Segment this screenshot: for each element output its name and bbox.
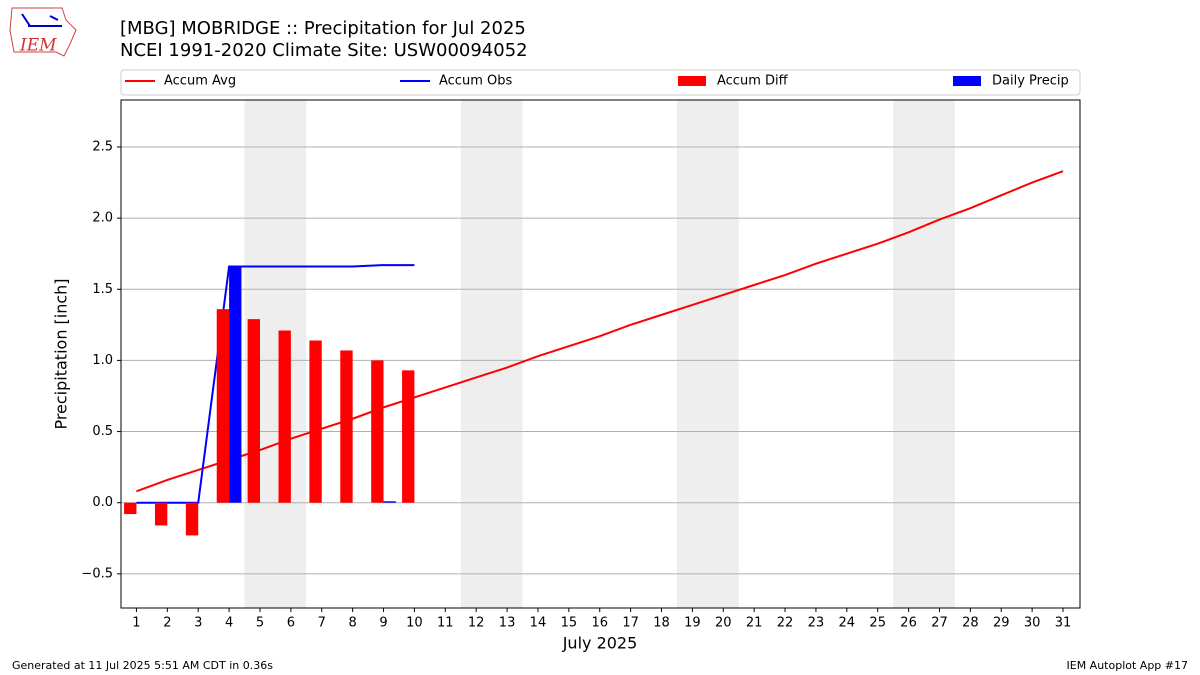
legend-swatch: [678, 76, 706, 86]
y-axis-label: Precipitation [inch]: [52, 278, 71, 429]
logo: IEM: [9, 7, 77, 57]
legend-label: Accum Avg: [164, 74, 236, 89]
y-tick-label: 1.5: [92, 282, 113, 297]
x-tick-label: 16: [591, 616, 608, 631]
x-tick-label: 20: [715, 616, 732, 631]
x-tick-label: 18: [653, 616, 670, 631]
logo-icon: [21, 13, 62, 27]
x-tick-label: 19: [684, 616, 701, 631]
weekend-shade: [676, 100, 739, 608]
bar: [371, 360, 384, 503]
y-tick-label: −0.5: [81, 566, 113, 581]
bar: [229, 266, 242, 503]
legend-swatch: [953, 76, 981, 86]
y-tick-label: 1.0: [92, 353, 113, 368]
x-tick-label: 30: [1024, 616, 1041, 631]
chart-title: [MBG] MOBRIDGE :: Precipitation for Jul …: [120, 18, 526, 39]
footer-right: IEM Autoplot App #17: [1067, 659, 1189, 672]
x-tick-label: 11: [437, 616, 454, 631]
bar: [340, 350, 353, 503]
weekend-shade: [460, 100, 523, 608]
y-tick-label: 0.0: [92, 495, 113, 510]
plot-frame: [120, 99, 1081, 609]
legend-label: Daily Precip: [992, 74, 1069, 89]
bar: [154, 502, 168, 526]
x-tick-label: 3: [194, 616, 202, 631]
y-tick-label: 2.5: [92, 139, 113, 154]
x-tick-label: 5: [256, 616, 264, 631]
bar: [124, 502, 137, 515]
x-tick-label: 25: [869, 616, 886, 631]
footer-left: Generated at 11 Jul 2025 5:51 AM CDT in …: [12, 659, 273, 672]
bar: [309, 340, 322, 503]
x-tick-label: 13: [499, 616, 516, 631]
x-tick-label: 10: [406, 616, 423, 631]
x-tick-label: 4: [225, 616, 233, 631]
x-tick-label: 15: [561, 616, 578, 631]
x-tick-label: 7: [318, 616, 326, 631]
x-tick-label: 22: [777, 616, 794, 631]
chart-subtitle: NCEI 1991-2020 Climate Site: USW00094052: [120, 40, 528, 61]
x-tick-label: 29: [993, 616, 1010, 631]
bar: [402, 370, 415, 503]
x-tick-label: 31: [1055, 616, 1072, 631]
x-axis-label: July 2025: [562, 634, 638, 653]
x-tick-label: 9: [379, 616, 387, 631]
x-tick-label: 2: [163, 616, 171, 631]
x-tick-label: 28: [962, 616, 979, 631]
x-tick-label: 27: [931, 616, 948, 631]
x-tick-label: 23: [808, 616, 825, 631]
bar: [185, 502, 199, 536]
logo-outline: [9, 7, 77, 57]
y-tick-label: 0.5: [92, 424, 113, 439]
x-tick-label: 12: [468, 616, 485, 631]
x-tick-label: 21: [746, 616, 763, 631]
legend-box: [120, 69, 1081, 96]
plot-area: [121, 100, 1080, 608]
legend-label: Accum Obs: [439, 74, 512, 89]
x-tick-label: 1: [132, 616, 140, 631]
bar: [278, 330, 291, 503]
x-tick-label: 14: [530, 616, 547, 631]
logo-text: IEM: [19, 36, 57, 56]
bar: [383, 501, 396, 503]
x-tick-label: 24: [839, 616, 856, 631]
y-tick-label: 2.0: [92, 211, 113, 226]
bar: [247, 319, 260, 503]
x-tick-label: 26: [900, 616, 917, 631]
x-tick-label: 8: [349, 616, 357, 631]
line: [136, 264, 415, 504]
weekend-shade: [893, 100, 955, 608]
x-tick-label: 17: [622, 616, 639, 631]
legend-label: Accum Diff: [717, 74, 789, 89]
bar: [216, 309, 230, 503]
x-tick-label: 6: [287, 616, 295, 631]
